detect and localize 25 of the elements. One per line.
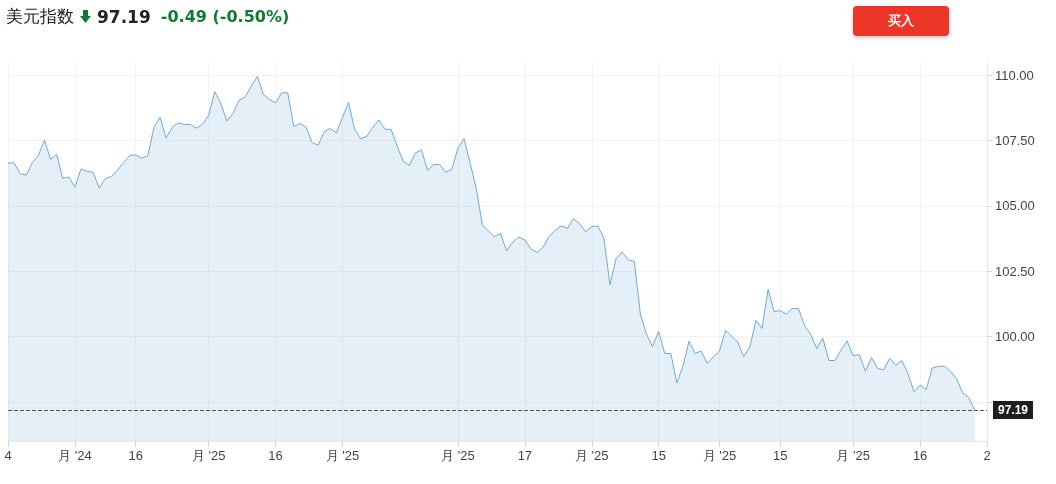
x-tick-label: 4: [4, 448, 12, 463]
x-tick-label: 月 '24: [58, 448, 92, 463]
x-tick-label: 16: [268, 448, 283, 463]
x-tick-label: 月 '25: [836, 448, 870, 463]
y-tick-label: 105.00: [995, 198, 1035, 214]
x-tick-label: 月 '25: [441, 448, 475, 463]
y-tick-label: 110.00: [995, 67, 1034, 83]
x-tick-label: 16: [912, 448, 928, 463]
ref-line-label: 97.19: [998, 402, 1029, 417]
y-tick-label: 107.50: [995, 132, 1035, 148]
y-tick-label: 102.50: [995, 263, 1035, 279]
x-tick-label: 15: [651, 448, 666, 463]
x-tick-label: 月 '25: [325, 448, 360, 463]
text: -0.49 (-0.50%): [160, 7, 290, 26]
chart-title: 美元指数: [6, 5, 74, 28]
x-tick-label: 17: [517, 448, 533, 463]
x-tick-label: 2: [983, 448, 991, 463]
x-tick-label: 月 '25: [191, 448, 226, 463]
text: 97.19: [97, 6, 151, 27]
x-tick-label: 月 '25: [702, 448, 737, 463]
x-tick-label: 16: [128, 448, 143, 463]
x-tick-label: 15: [773, 448, 788, 463]
y-tick-label: 100.00: [995, 328, 1035, 344]
buy-button: 买入: [853, 6, 949, 36]
x-tick-label: 月 '25: [574, 448, 609, 463]
